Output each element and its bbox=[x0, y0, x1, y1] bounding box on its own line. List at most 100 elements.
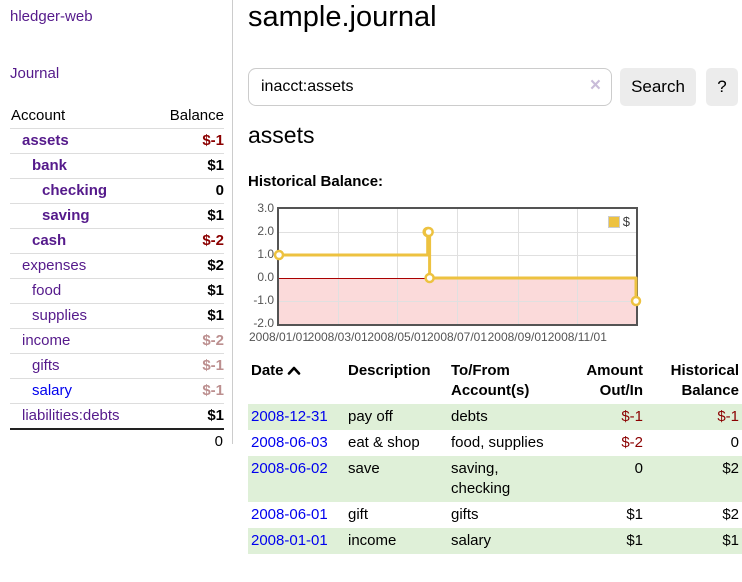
account-row: bank $1 bbox=[10, 153, 224, 178]
y-axis-tick-label: 3.0 bbox=[257, 201, 274, 215]
legend-swatch-icon bbox=[607, 215, 620, 228]
transaction-balance: $-1 bbox=[717, 408, 739, 425]
transaction-accounts: gifts bbox=[451, 506, 479, 523]
account-link-expenses[interactable]: expenses bbox=[22, 257, 87, 274]
x-axis-tick-label: 2008/05/01 bbox=[367, 330, 428, 344]
transaction-amount: $1 bbox=[626, 506, 643, 523]
account-link-salary[interactable]: salary bbox=[32, 382, 73, 399]
transaction-date-link[interactable]: 2008-06-02 bbox=[251, 460, 328, 477]
chart-data-point bbox=[273, 249, 285, 261]
help-button[interactable]: ? bbox=[706, 68, 738, 106]
app-title-link[interactable]: hledger-web bbox=[10, 8, 93, 25]
transaction-date-link[interactable]: 2008-06-01 bbox=[251, 506, 328, 523]
y-axis-tick-label: 2.0 bbox=[257, 224, 274, 238]
transaction-accounts: salary bbox=[451, 532, 492, 549]
account-balance: $-1 bbox=[202, 357, 224, 374]
account-link-food[interactable]: food bbox=[32, 282, 62, 299]
register-row: 2008-12-31 pay off debts $-1 $-1 bbox=[248, 404, 742, 430]
transaction-accounts: food, supplies bbox=[451, 434, 544, 451]
chart-plot-area: $ bbox=[273, 207, 642, 326]
chart-gridline bbox=[279, 255, 636, 256]
accounts-header-balance: Balance bbox=[169, 107, 224, 124]
register-row: 2008-01-01 income salary $1 $1 bbox=[248, 528, 742, 554]
x-axis-tick-label: 2008/11/01 bbox=[547, 330, 607, 344]
transaction-description: income bbox=[348, 532, 397, 549]
account-link-saving[interactable]: saving bbox=[42, 207, 90, 224]
register-header-date[interactable]: Date bbox=[248, 358, 345, 404]
chart-gridline bbox=[457, 209, 458, 324]
account-balance: 0 bbox=[215, 182, 224, 199]
transaction-date-link[interactable]: 2008-06-03 bbox=[251, 434, 328, 451]
register-header-balance: Historical Balance bbox=[670, 362, 739, 399]
transaction-balance: $2 bbox=[722, 460, 739, 477]
transaction-amount: 0 bbox=[634, 460, 643, 477]
transaction-balance: $1 bbox=[722, 532, 739, 549]
sidebar-item-journal[interactable]: Journal bbox=[10, 65, 60, 82]
account-balance: $1 bbox=[207, 207, 224, 224]
transaction-description: gift bbox=[348, 506, 369, 523]
transaction-description: pay off bbox=[348, 408, 393, 425]
transaction-amount: $-2 bbox=[621, 434, 643, 451]
account-row: gifts $-1 bbox=[10, 353, 224, 378]
chart-legend: $ bbox=[605, 213, 632, 230]
account-row: income $-2 bbox=[10, 328, 224, 353]
account-row: salary $-1 bbox=[10, 378, 224, 403]
chart-title: Historical Balance: bbox=[248, 173, 384, 190]
transaction-amount: $1 bbox=[626, 532, 643, 549]
account-row: food $1 bbox=[10, 278, 224, 303]
account-link-bank[interactable]: bank bbox=[32, 157, 68, 174]
accounts-total-row: 0 bbox=[10, 428, 224, 454]
account-balance: $1 bbox=[207, 157, 224, 174]
account-row: expenses $2 bbox=[10, 253, 224, 278]
account-link-cash[interactable]: cash bbox=[32, 232, 67, 249]
register-table: Date Description To/From Account(s) Amou… bbox=[248, 358, 742, 554]
account-balance: $1 bbox=[207, 407, 224, 424]
account-link-checking[interactable]: checking bbox=[42, 182, 108, 199]
x-axis-tick-label: 2008/09/01 bbox=[487, 330, 548, 344]
accounts-total-value: 0 bbox=[214, 433, 223, 450]
transaction-amount: $-1 bbox=[621, 408, 643, 425]
transaction-accounts: saving, checking bbox=[451, 460, 511, 497]
clear-search-icon[interactable]: × bbox=[589, 75, 601, 96]
account-row: supplies $1 bbox=[10, 303, 224, 328]
register-header-amount: Amount Out/In bbox=[586, 362, 643, 399]
account-balance: $-1 bbox=[202, 132, 224, 149]
transaction-balance: $2 bbox=[722, 506, 739, 523]
transaction-description: eat & shop bbox=[348, 434, 420, 451]
sort-ascending-icon bbox=[287, 366, 300, 375]
search-button[interactable]: Search bbox=[620, 68, 696, 106]
account-heading: assets bbox=[248, 122, 315, 148]
chart-gridline bbox=[279, 232, 636, 233]
account-link-supplies[interactable]: supplies bbox=[32, 307, 88, 324]
accounts-table: Account Balance assets $-1 bank $1 checking 0… bbox=[10, 104, 224, 454]
account-link-income[interactable]: income bbox=[22, 332, 71, 349]
chart-data-point bbox=[424, 272, 435, 284]
chart-gridline bbox=[577, 209, 579, 324]
register-header-date-label: Date bbox=[251, 362, 284, 379]
account-link-liabilities-debts[interactable]: liabilities:debts bbox=[22, 407, 120, 424]
register-header-accounts: To/From Account(s) bbox=[451, 362, 530, 399]
chart-data-point bbox=[423, 226, 434, 238]
chart-gridline bbox=[517, 209, 519, 324]
transaction-date-link[interactable]: 2008-12-31 bbox=[251, 408, 328, 425]
register-header-row: Date Description To/From Account(s) Amou… bbox=[248, 358, 742, 404]
x-axis-tick-label: 2008/01/01 bbox=[248, 330, 310, 344]
account-row: assets $-1 bbox=[10, 128, 224, 153]
chart-gridline bbox=[397, 209, 399, 324]
y-axis-tick-label: 0.0 bbox=[257, 270, 274, 284]
account-link-assets[interactable]: assets bbox=[22, 132, 69, 149]
y-axis-tick-label: -1.0 bbox=[253, 293, 274, 307]
register-row: 2008-06-01 gift gifts $1 $2 bbox=[248, 502, 742, 528]
y-axis-tick-label: -2.0 bbox=[253, 316, 274, 330]
x-axis-tick-label: 2008/07/01 bbox=[426, 330, 488, 344]
account-link-gifts[interactable]: gifts bbox=[32, 357, 60, 374]
account-balance: $-2 bbox=[202, 332, 224, 349]
account-balance: $-2 bbox=[202, 232, 224, 249]
chart-gridline bbox=[279, 301, 636, 302]
account-row: liabilities:debts $1 bbox=[10, 403, 224, 428]
chart-data-point bbox=[630, 295, 642, 307]
register-row: 2008-06-02 save saving, checking 0 $2 bbox=[248, 456, 742, 502]
accounts-table-header: Account Balance bbox=[10, 104, 224, 128]
transaction-date-link[interactable]: 2008-01-01 bbox=[251, 532, 328, 549]
search-input[interactable] bbox=[248, 68, 612, 106]
